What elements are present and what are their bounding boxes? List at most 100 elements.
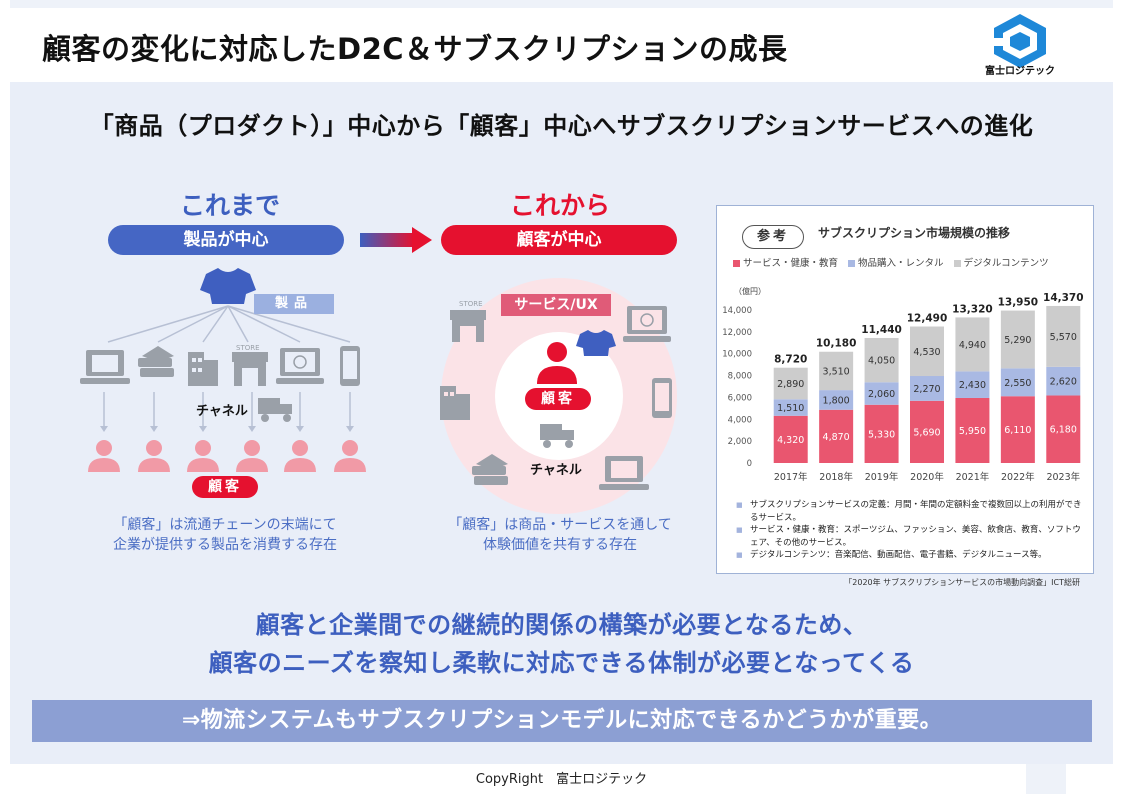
y-tick-label: 0 [747, 459, 752, 469]
data-label: 2,890 [777, 379, 804, 390]
data-label: 4,320 [777, 435, 804, 446]
after-description: 「顧客」は商品・サービスを通して 体験価値を共有する存在 [448, 517, 672, 553]
bar-segment [1046, 395, 1081, 463]
after-heading: これから [509, 191, 610, 220]
total-label: 12,490 [907, 313, 948, 325]
y-tick-label: 10,000 [722, 350, 752, 360]
x-tick-label: 2023年 [1046, 471, 1080, 483]
top-bar [10, 0, 1113, 8]
chart-notes: サブスクリプションサービスの定義：月間・年間の定額料金で複数回以上の利用ができる… [736, 499, 1086, 562]
company-logo-icon [988, 14, 1046, 68]
bar-segment [864, 404, 899, 463]
chart-source: 「2020年 サブスクリプションサービスの市場動向調査」ICT総研 [844, 578, 1080, 587]
bar-segment [819, 390, 854, 410]
x-tick-label: 2017年 [774, 471, 808, 483]
bar-segment [1046, 305, 1081, 367]
total-label: 13,320 [952, 303, 993, 315]
before-description: 「顧客」は流通チェーンの末端にて 企業が提供する製品を消費する存在 [113, 517, 337, 553]
bar-segment [819, 351, 854, 391]
subtitle: 「商品（プロダクト）」中心から「顧客」中心へサブスクリプションサービスへの進化 [89, 112, 1034, 140]
legend-label: 物品購入・レンタル [858, 258, 944, 269]
bar-segment [773, 399, 808, 416]
y-tick-label: 6,000 [728, 393, 752, 403]
data-label: 1,510 [777, 403, 804, 414]
legend-swatch [848, 260, 856, 267]
data-label: 5,570 [1050, 332, 1077, 343]
copyright: CopyRight 富士ロジテック [475, 772, 648, 787]
key-message: 顧客と企業間での継続的関係の構築が必要となるため、 顧客のニーズを察知し柔軟に対… [208, 611, 915, 677]
y-tick-label: 8,000 [728, 372, 752, 382]
logo-text: 富士ロジテック [985, 66, 1055, 77]
bar-segment [1000, 368, 1035, 397]
bar-segment [864, 337, 899, 383]
legend-swatch [733, 260, 740, 267]
y-tick-label: 14,000 [722, 306, 752, 316]
total-label: 11,440 [861, 324, 902, 336]
data-label: 2,430 [959, 380, 986, 391]
data-label: 5,290 [1004, 335, 1031, 346]
note-item: サービス・健康・教育：スポーツジム、ファッション、美容、飲食店、教育、ソフトウェ… [736, 524, 1086, 549]
data-label: 5,330 [868, 429, 895, 440]
y-axis-unit: （億円） [734, 286, 766, 296]
legend-item: デジタルコンテンツ [953, 255, 1049, 269]
customer-badge: 顧客 [525, 388, 591, 410]
note-item: サブスクリプションサービスの定義：月間・年間の定額料金で複数回以上の利用ができる… [736, 499, 1086, 524]
transition-arrow-icon [360, 227, 432, 253]
corner-block [1026, 764, 1066, 794]
bar-segment [910, 400, 944, 463]
chart-title: サブスクリプション市場規模の推移 [818, 226, 1011, 240]
before-heading: これまで [179, 191, 280, 220]
bar-segment [955, 397, 990, 463]
bar-segment [773, 367, 808, 400]
customer-centric-pill: 顧客が中心 [441, 225, 677, 255]
reference-badge: 参考 [742, 225, 804, 249]
bar-segment [1046, 366, 1081, 396]
data-label: 4,940 [959, 340, 986, 351]
legend-label: サービス・健康・教育 [743, 258, 839, 269]
data-label: 3,510 [823, 366, 850, 377]
y-tick-label: 2,000 [728, 437, 752, 447]
channel-label: チャネル [196, 404, 248, 419]
y-tick-label: 4,000 [728, 415, 752, 425]
bar-segment [773, 415, 808, 463]
total-label: 14,370 [1043, 292, 1084, 304]
conclusion-banner: ⇒物流システムもサブスクリプションモデルに対応できるかどうかが重要。 [32, 700, 1092, 742]
total-label: 8,720 [774, 354, 807, 366]
bar-segment [1000, 310, 1035, 369]
total-label: 10,180 [816, 338, 857, 350]
data-label: 5,950 [959, 426, 986, 437]
data-label: 2,060 [868, 389, 895, 400]
x-tick-label: 2019年 [865, 471, 899, 483]
legend-swatch [953, 260, 961, 267]
bar-segment [955, 371, 990, 398]
data-label: 4,530 [913, 347, 940, 358]
x-tick-label: 2021年 [956, 471, 990, 483]
legend-item: サービス・健康・教育 [733, 255, 838, 269]
y-tick-label: 12,000 [722, 328, 752, 338]
data-label: 4,870 [823, 432, 850, 443]
bar-segment [1000, 396, 1035, 463]
data-label: 2,550 [1004, 378, 1031, 389]
data-label: 4,050 [868, 356, 895, 367]
customer-badge: 顧客 [192, 476, 258, 498]
data-label: 2,270 [913, 384, 940, 395]
data-label: 6,180 [1050, 425, 1077, 436]
total-label: 13,950 [998, 297, 1039, 309]
note-item: デジタルコンテンツ：音楽配信、動画配信、電子書籍、デジタルニュース等。 [736, 549, 1086, 562]
x-tick-label: 2020年 [910, 471, 944, 483]
legend-item: 物品購入・レンタル [848, 255, 944, 269]
channel-label: チャネル [530, 463, 582, 478]
bar-segment [955, 317, 990, 372]
page-title: 顧客の変化に対応したD2C＆サブスクリプションの成長 [42, 32, 788, 66]
data-label: 1,800 [823, 395, 850, 406]
data-label: 2,620 [1050, 377, 1077, 388]
service-ux-tag: サービス/UX [501, 294, 611, 316]
bar-segment [819, 409, 854, 463]
chart-legend: サービス・健康・教育 物品購入・レンタル デジタルコンテンツ [733, 255, 1093, 269]
product-tag: 製品 [254, 294, 334, 314]
market-size-bar-chart: （億円） 0 2,000 4,000 6,000 8,000 10,000 12,000 14,… [722, 286, 1084, 483]
data-label: 6,110 [1004, 425, 1031, 436]
x-tick-label: 2018年 [819, 471, 853, 483]
data-label: 5,690 [913, 427, 940, 438]
x-tick-label: 2022年 [1001, 471, 1035, 483]
